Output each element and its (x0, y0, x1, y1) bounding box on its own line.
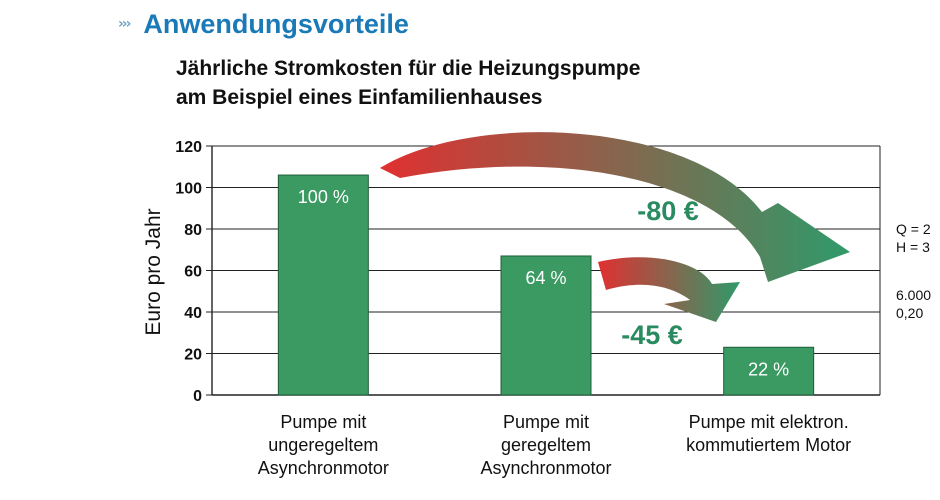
savings-arrow-large (380, 132, 850, 282)
x-category-label: ungeregeltem (268, 435, 378, 455)
savings-arrow-small (598, 257, 740, 322)
y-tick-label: 80 (184, 222, 202, 239)
y-tick-label: 100 (175, 181, 202, 198)
side-note-bottom: 6.000 0,20 (896, 286, 931, 322)
x-category-label: Asynchronmotor (480, 458, 611, 478)
section-title: Anwendungsvorteile (143, 8, 409, 39)
bar-data-label: 100 % (298, 187, 349, 207)
chevron-arrows-icon: › › › (118, 16, 132, 32)
side-note-line: 0,20 (896, 305, 924, 321)
x-category-label: Pumpe mit elektron. (689, 412, 849, 432)
chart-title: Jährliche Stromkosten für die Heizungspu… (176, 57, 641, 80)
bar-data-label: 22 % (748, 359, 789, 379)
side-note-line: Q = 2 (896, 221, 931, 237)
bar-data-label: 64 % (525, 268, 566, 288)
savings-annotation: -45 € (621, 320, 683, 350)
x-category-label: kommutiertem Motor (686, 435, 851, 455)
y-tick-label: 120 (175, 139, 202, 156)
x-category-label: Pumpe mit (280, 412, 366, 432)
side-note-top: Q = 2 H = 3 (896, 220, 931, 256)
x-category-label: Pumpe mit (503, 412, 589, 432)
chart-title-block: Jährliche Stromkosten für die Heizungspu… (176, 54, 640, 112)
bar (723, 346, 815, 396)
y-axis-label: Euro pro Jahr (142, 208, 165, 335)
y-tick-label: 60 (184, 264, 202, 281)
y-tick-label: 40 (184, 305, 202, 322)
bar (500, 255, 592, 396)
side-note-line: 6.000 (896, 287, 932, 303)
bar (277, 174, 369, 396)
x-category-label: Asynchronmotor (258, 458, 389, 478)
chart-subtitle: am Beispiel eines Einfamilienhauses (176, 86, 543, 109)
x-category-label: geregeltem (501, 435, 591, 455)
savings-annotation: -80 € (637, 196, 699, 226)
y-tick-label: 0 (193, 388, 202, 405)
y-tick-label: 20 (184, 347, 202, 364)
side-note-line: H = 3 (896, 239, 930, 255)
slide-header: › › › Anwendungsvorteile (118, 4, 409, 44)
